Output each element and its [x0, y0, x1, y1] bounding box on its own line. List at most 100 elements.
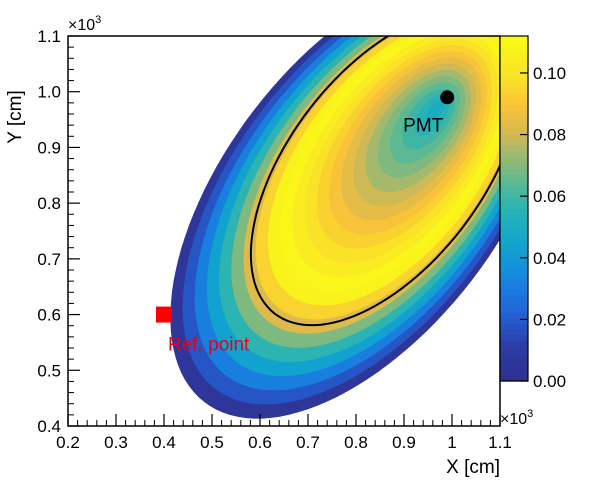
colorbar-segment — [500, 220, 528, 227]
colorbar-tick-label: 0.06 — [533, 187, 566, 206]
colorbar-segment — [500, 363, 528, 371]
x-axis: 0.2 0.3 0.4 0.5 0.6 0.7 0.8 0.9 1 1.1 — [56, 414, 512, 452]
colorbar-segment — [500, 116, 528, 123]
y-axis: 0.4 0.5 0.6 0.7 0.8 0.9 1.0 1.1 — [37, 27, 80, 436]
ref-point-label: Ref. point — [168, 335, 250, 356]
colorbar-segment — [500, 243, 528, 250]
colorbar-segment — [500, 283, 528, 290]
colorbar-segment — [500, 151, 528, 158]
colorbar-segment — [500, 59, 528, 66]
x-tick-label: 0.3 — [104, 433, 128, 452]
colorbar-segment — [500, 317, 528, 325]
colorbar-segment — [500, 82, 528, 89]
colorbar-tick-label: 0.00 — [533, 372, 566, 391]
y-axis-title: Y [cm] — [5, 90, 26, 144]
x-tick-label: 0.8 — [344, 433, 368, 452]
colorbar-segment — [500, 335, 528, 342]
colorbar-segment — [500, 185, 528, 192]
colorbar-segment — [500, 271, 528, 279]
colorbar-segment — [500, 174, 528, 181]
y-tick-label: 0.8 — [37, 194, 61, 213]
colorbar-segment — [500, 128, 528, 135]
colorbar-segment — [500, 99, 528, 106]
colorbar-segment — [500, 110, 528, 118]
colorbar-segment — [500, 70, 528, 77]
colorbar-segment — [500, 237, 528, 244]
colorbar-segment — [500, 340, 528, 348]
colorbar-segment — [500, 358, 528, 365]
colorbar-segment — [500, 53, 528, 60]
heatmap — [170, 36, 500, 419]
x-axis-title: X [cm] — [446, 457, 500, 478]
contour-line-0.10 — [249, 36, 500, 327]
colorbar-segment — [500, 191, 528, 198]
x-tick-label: 0.5 — [200, 433, 224, 452]
colorbar-segment — [500, 64, 528, 72]
colorbar-segment — [500, 139, 528, 146]
colorbar-segment — [500, 346, 528, 353]
y-axis-multiplier: ×103 — [68, 14, 101, 34]
colorbar-segment — [500, 145, 528, 152]
colorbar-segment — [500, 306, 528, 313]
colorbar-frame — [499, 35, 529, 382]
x-tick-label: 0.2 — [56, 433, 80, 452]
x-tick-label: 0.9 — [392, 433, 416, 452]
colorbar-segment — [500, 105, 528, 112]
colorbar-segment — [500, 254, 528, 261]
y-tick-label: 0.9 — [37, 138, 61, 157]
x-axis-multiplier: ×103 — [500, 408, 533, 428]
ref-point-marker — [156, 306, 172, 323]
colorbar-segment — [500, 76, 528, 83]
colorbar-segment — [500, 289, 528, 296]
y-tick-label: 1.1 — [37, 27, 61, 46]
colorbar-segment — [500, 329, 528, 336]
heatmap-band — [426, 100, 445, 122]
colorbar-tick-label: 0.04 — [533, 249, 566, 268]
colorbar-segment — [500, 248, 528, 256]
x-tick-label: 1 — [447, 433, 456, 452]
y-tick-label: 0.5 — [37, 361, 61, 380]
colorbar-segment — [500, 36, 528, 43]
colorbar-segment — [500, 93, 528, 100]
pmt-marker — [440, 90, 455, 105]
colorbar-segment — [500, 133, 528, 141]
y-tick-label: 0.4 — [37, 417, 61, 436]
x-tick-label: 0.4 — [152, 433, 176, 452]
colorbar-segment — [500, 225, 528, 233]
colorbar-segment — [500, 312, 528, 319]
colorbar-axis: 0.00 0.02 0.04 0.06 0.08 0.10 — [520, 64, 566, 391]
colorbar-tick-label: 0.10 — [533, 64, 566, 83]
colorbar-tick-label: 0.08 — [533, 126, 566, 145]
colorbar-segment — [500, 168, 528, 175]
colorbar-segment — [500, 369, 528, 376]
y-tick-label: 1.0 — [37, 83, 61, 102]
pmt-label: PMT — [403, 115, 444, 136]
colorbar-segment — [500, 277, 528, 284]
colorbar-segment — [500, 300, 528, 307]
colorbar-segment — [500, 87, 528, 95]
colorbar-segment — [500, 202, 528, 210]
x-tick-label: 1.1 — [488, 433, 512, 452]
colorbar-segment — [500, 208, 528, 215]
colorbar-segment — [500, 47, 528, 54]
colorbar-segment — [500, 179, 528, 187]
colorbar-segment — [500, 41, 528, 49]
x-tick-label: 0.7 — [296, 433, 320, 452]
y-tick-label: 0.7 — [37, 250, 61, 269]
x-tick-label: 0.6 — [248, 433, 272, 452]
colorbar-segment — [500, 214, 528, 221]
colorbar-segment — [500, 260, 528, 267]
colorbar-segment — [500, 266, 528, 273]
colorbar — [500, 36, 528, 382]
colorbar-tick-label: 0.02 — [533, 310, 566, 329]
colorbar-segment — [500, 197, 528, 204]
colorbar-segment — [500, 156, 528, 164]
y-tick-label: 0.6 — [37, 306, 61, 325]
colorbar-segment — [500, 375, 528, 382]
colorbar-segment — [500, 162, 528, 169]
colorbar-segment — [500, 294, 528, 302]
colorbar-segment — [500, 231, 528, 238]
colorbar-segment — [500, 352, 528, 359]
colorbar-segment — [500, 323, 528, 330]
